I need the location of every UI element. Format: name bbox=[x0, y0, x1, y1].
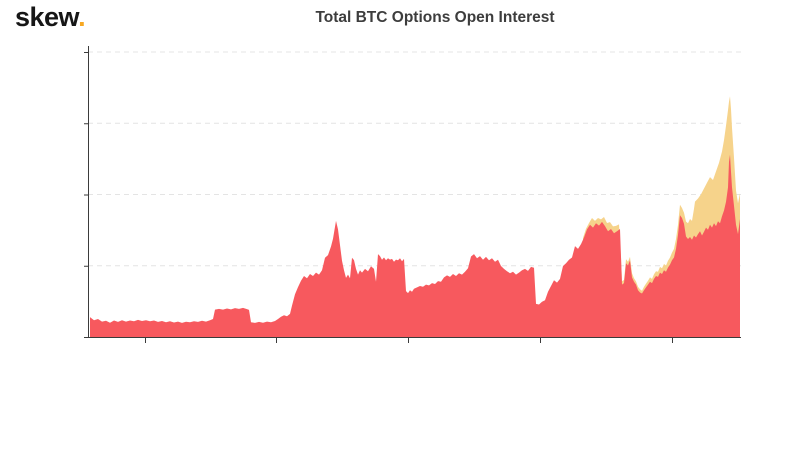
skew-logo-text: skew bbox=[15, 2, 79, 32]
chart-title: Total BTC Options Open Interest bbox=[315, 9, 555, 26]
area-series-deribit[interactable] bbox=[90, 154, 740, 337]
skew-logo-dot: . bbox=[78, 2, 86, 32]
skew-logo: skew. bbox=[15, 2, 86, 33]
